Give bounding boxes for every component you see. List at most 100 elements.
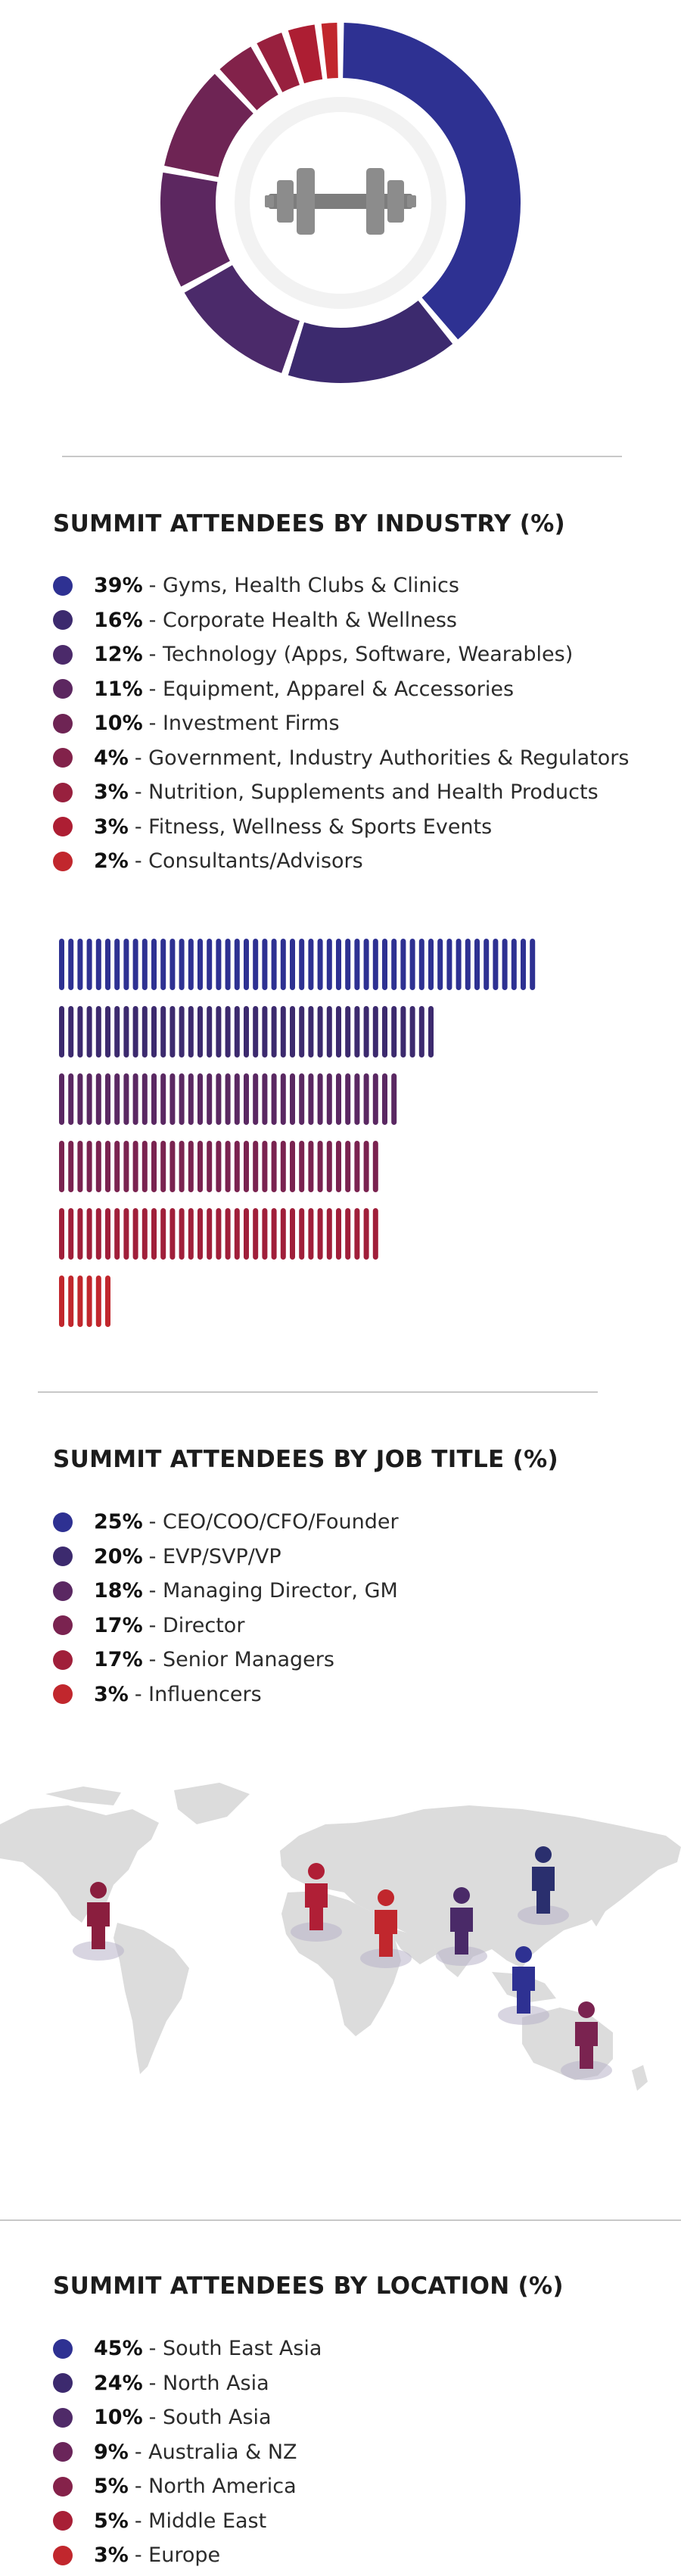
bar-stripe xyxy=(216,1073,222,1125)
bar-stripe xyxy=(197,1208,203,1260)
bar-stripe xyxy=(391,1006,397,1057)
bar-stripe xyxy=(207,1141,213,1192)
bar-stripe xyxy=(160,1141,166,1192)
bar-stripe xyxy=(86,1141,92,1192)
bar-stripe xyxy=(207,1073,213,1125)
legend-item: 3% - Europe xyxy=(53,2538,322,2573)
bar-stripe xyxy=(169,1141,176,1192)
donut-slice xyxy=(288,301,453,383)
bar-stripe xyxy=(114,939,120,990)
bar-stripe xyxy=(382,939,387,990)
bar-stripe xyxy=(225,1141,231,1192)
bar-stripe xyxy=(86,1006,92,1057)
bar-stripe xyxy=(123,1006,129,1057)
bar-stripe xyxy=(141,1208,148,1260)
bar-stripe xyxy=(151,1073,157,1125)
bar-stripe xyxy=(132,939,138,990)
bar-stripe xyxy=(418,939,424,990)
bar-stripe xyxy=(262,1006,268,1057)
legend-dot-icon xyxy=(53,1615,73,1636)
bar-stripe xyxy=(197,1073,203,1125)
bar-stripe xyxy=(141,1006,148,1057)
bar-stripe xyxy=(151,939,157,990)
bar-stripe xyxy=(271,1006,277,1057)
bar-stripe xyxy=(465,939,471,990)
bar-stripe xyxy=(372,1073,378,1125)
bar-stripe xyxy=(179,1006,185,1057)
bar-stripe xyxy=(95,1141,101,1192)
job-title-bar xyxy=(59,1073,397,1125)
legend-value: 3% xyxy=(94,1682,129,1706)
bar-stripe xyxy=(391,939,397,990)
location-heading: SUMMIT ATTENDEES BY LOCATION (%) xyxy=(53,2272,564,2300)
map-pin-icon xyxy=(291,1863,342,1942)
bar-stripe xyxy=(95,1073,101,1125)
bar-stripe xyxy=(290,1006,295,1057)
bar-stripe xyxy=(345,939,351,990)
legend-label: - Middle East xyxy=(134,2509,267,2533)
bar-stripe xyxy=(326,1073,332,1125)
bar-stripe xyxy=(105,1276,110,1327)
legend-label: - Director xyxy=(148,1613,245,1637)
bar-stripe xyxy=(132,1141,138,1192)
legend-label: - Managing Director, GM xyxy=(148,1579,398,1603)
legend-dot-icon xyxy=(53,1649,73,1670)
bar-stripe xyxy=(123,1073,129,1125)
bar-stripe xyxy=(68,1208,74,1260)
bar-stripe xyxy=(244,1208,249,1260)
bar-stripe xyxy=(95,1006,101,1057)
legend-dot-icon xyxy=(53,782,73,802)
legend-value: 3% xyxy=(94,780,129,805)
legend-value: 11% xyxy=(94,677,143,701)
bar-stripe xyxy=(216,1141,222,1192)
bar-stripe xyxy=(317,1208,323,1260)
legend-dot-icon xyxy=(53,610,73,631)
bar-stripe xyxy=(244,1141,249,1192)
bar-stripe xyxy=(114,1006,120,1057)
bar-stripe xyxy=(86,939,92,990)
bar-stripe xyxy=(77,1208,83,1260)
bar-stripe xyxy=(253,1073,259,1125)
bar-stripe xyxy=(400,1006,406,1057)
job-title-bar-chart xyxy=(59,939,536,1327)
bar-stripe xyxy=(253,939,259,990)
bar-stripe xyxy=(271,1208,277,1260)
legend-item: 4% - Government, Industry Authorities & … xyxy=(53,741,629,776)
bar-stripe xyxy=(151,1006,157,1057)
bar-stripe xyxy=(179,1141,185,1192)
divider xyxy=(0,2219,681,2221)
legend-dot-icon xyxy=(53,817,73,837)
bar-stripe xyxy=(105,1208,110,1260)
bar-stripe xyxy=(437,939,443,990)
legend-label: - Equipment, Apparel & Accessories xyxy=(148,677,515,701)
legend-dot-icon xyxy=(53,644,73,665)
bar-stripe xyxy=(299,1073,305,1125)
donut-slice xyxy=(160,172,230,287)
bar-stripe xyxy=(105,1073,110,1125)
legend-item: 17% - Director xyxy=(53,1609,399,1643)
dumbbell-icon xyxy=(265,168,416,235)
bar-stripe xyxy=(280,1006,286,1057)
bar-stripe xyxy=(363,1006,369,1057)
legend-item: 5% - Middle East xyxy=(53,2504,322,2539)
job-title-bar xyxy=(59,1141,378,1192)
bar-stripe xyxy=(299,939,305,990)
bar-stripe xyxy=(188,1006,194,1057)
bar-stripe xyxy=(114,1073,120,1125)
bar-stripe xyxy=(169,1208,176,1260)
bar-stripe xyxy=(418,1006,424,1057)
bar-stripe xyxy=(262,1141,268,1192)
bar-stripe xyxy=(354,939,360,990)
bar-stripe xyxy=(530,939,536,990)
bar-stripe xyxy=(68,1141,74,1192)
legend-label: - Corporate Health & Wellness xyxy=(148,608,457,632)
legend-label: - Government, Industry Authorities & Reg… xyxy=(134,746,630,770)
bar-stripe xyxy=(262,1208,268,1260)
bar-stripe xyxy=(105,1006,110,1057)
bar-stripe xyxy=(225,1208,231,1260)
donut-slice xyxy=(164,73,253,177)
bar-stripe xyxy=(141,939,148,990)
bar-stripe xyxy=(234,939,240,990)
legend-value: 5% xyxy=(94,2509,129,2533)
bar-stripe xyxy=(391,1073,397,1125)
